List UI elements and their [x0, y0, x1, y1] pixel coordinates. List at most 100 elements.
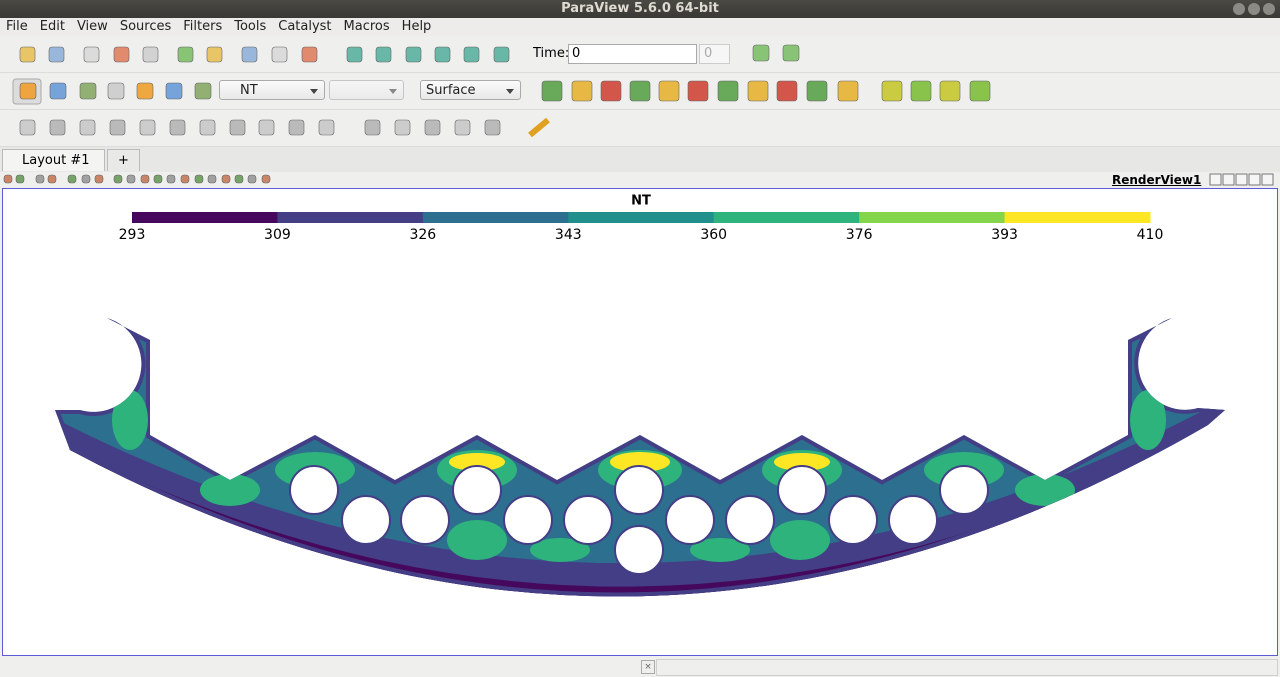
toolbar-button[interactable]	[221, 174, 231, 184]
menu-item[interactable]: Macros	[343, 19, 390, 34]
toolbar-button[interactable]	[207, 174, 217, 184]
toolbar-button[interactable]	[881, 80, 903, 102]
toolbar-button[interactable]	[717, 80, 739, 102]
toolbar-button[interactable]	[600, 80, 622, 102]
mesh-zone	[112, 390, 148, 450]
toolbar-button[interactable]	[301, 46, 318, 63]
toolbar-button[interactable]	[166, 174, 176, 184]
toolbar-button[interactable]	[194, 82, 212, 100]
toolbar-button[interactable]	[15, 174, 25, 184]
toolbar-button[interactable]	[19, 46, 36, 63]
time-input[interactable]: 0	[568, 44, 697, 64]
toolbar-button[interactable]	[194, 174, 204, 184]
add-tab[interactable]: +	[107, 149, 140, 171]
toolbar-button[interactable]	[424, 119, 441, 136]
toolbar-button[interactable]	[3, 174, 13, 184]
toolbar-button[interactable]	[199, 119, 216, 136]
toolbar-button[interactable]	[747, 80, 769, 102]
menu-item[interactable]: Sources	[119, 19, 172, 34]
toolbar-button[interactable]	[49, 119, 66, 136]
toolbar-button[interactable]	[35, 174, 45, 184]
toolbar-button[interactable]	[910, 80, 932, 102]
toolbar-button[interactable]	[837, 80, 859, 102]
toolbar-button[interactable]	[139, 119, 156, 136]
toolbar-button[interactable]	[541, 80, 563, 102]
toolbar-button[interactable]	[234, 174, 244, 184]
toolbar-button[interactable]	[776, 80, 798, 102]
toolbar-button[interactable]	[229, 119, 246, 136]
toolbar-button[interactable]	[94, 174, 104, 184]
status-close[interactable]: ×	[641, 660, 655, 674]
toolbar-button[interactable]	[782, 44, 800, 62]
toolbar-button[interactable]	[658, 80, 680, 102]
toolbar-button[interactable]	[136, 82, 154, 100]
toolbar-button[interactable]	[434, 46, 451, 63]
toolbar-button[interactable]	[206, 46, 223, 63]
menu-item[interactable]: Catalyst	[278, 19, 332, 34]
toolbar-button[interactable]	[49, 82, 67, 100]
toolbar-button[interactable]	[318, 119, 335, 136]
toolbar-button[interactable]	[463, 46, 480, 63]
menu-item[interactable]: Edit	[39, 19, 65, 34]
toolbar-button[interactable]	[67, 174, 77, 184]
toolbar-button[interactable]	[79, 82, 97, 100]
toolbar-button[interactable]	[247, 174, 257, 184]
component-combo[interactable]	[329, 80, 404, 100]
toolbar-button[interactable]	[806, 80, 828, 102]
toolbar-button[interactable]	[375, 46, 392, 63]
toolbar-button[interactable]	[142, 46, 159, 63]
toolbar-button[interactable]	[169, 119, 186, 136]
time-spinbox[interactable]: 0	[699, 44, 730, 64]
toolbar-button[interactable]	[752, 44, 770, 62]
menu-item[interactable]: File	[6, 19, 28, 34]
toolbar-button[interactable]	[109, 119, 126, 136]
toolbar-button[interactable]	[493, 46, 510, 63]
toolbar-button[interactable]	[346, 46, 363, 63]
toolbar-button[interactable]	[48, 46, 65, 63]
representation-combo[interactable]: Surface	[420, 80, 521, 100]
toolbar-button[interactable]	[81, 174, 91, 184]
toolbar-button[interactable]	[687, 80, 709, 102]
toolbar-button[interactable]	[177, 46, 194, 63]
view-frame-buttons[interactable]	[1209, 173, 1279, 187]
toolbar-button[interactable]	[47, 174, 57, 184]
toolbar-button[interactable]	[629, 80, 651, 102]
mesh-hole	[828, 495, 878, 545]
menu-item[interactable]: Tools	[234, 19, 267, 34]
toolbar-button[interactable]	[241, 46, 258, 63]
toolbar-button[interactable]	[113, 46, 130, 63]
mesh-hole	[400, 495, 450, 545]
toolbar-button[interactable]	[107, 82, 125, 100]
toolbar-button[interactable]	[288, 119, 305, 136]
menu-item[interactable]: Filters	[183, 19, 223, 34]
toolbar-button[interactable]	[484, 119, 501, 136]
toolbar-button[interactable]	[405, 46, 422, 63]
toolbar-button[interactable]	[258, 119, 275, 136]
array-combo[interactable]: NT	[219, 80, 325, 100]
toolbar-button[interactable]	[19, 119, 36, 136]
toolbar-button[interactable]	[113, 174, 123, 184]
toolbar-button[interactable]	[19, 82, 37, 100]
toolbar-button[interactable]	[571, 80, 593, 102]
toolbar-button[interactable]	[261, 174, 271, 184]
toolbar-button[interactable]	[79, 119, 96, 136]
toolbar-button[interactable]	[165, 82, 183, 100]
toolbar-button[interactable]	[271, 46, 288, 63]
mesh-zone	[200, 474, 260, 506]
toolbar-button[interactable]	[153, 174, 163, 184]
toolbar-button[interactable]	[140, 174, 150, 184]
toolbar-button[interactable]	[939, 80, 961, 102]
toolbar-button[interactable]	[454, 119, 471, 136]
layout-tab[interactable]: Layout #1	[2, 149, 105, 171]
toolbar-button[interactable]	[364, 119, 381, 136]
toolbar-button[interactable]	[126, 174, 136, 184]
toolbar-button[interactable]	[394, 119, 411, 136]
render-view[interactable]: NT 293 309 326 343 360 376 393 410	[2, 188, 1278, 656]
menu-item[interactable]: View	[76, 19, 108, 34]
toolbar-button[interactable]	[83, 46, 100, 63]
toolbar-button[interactable]	[969, 80, 991, 102]
window-buttons[interactable]	[1232, 2, 1276, 16]
menu-item[interactable]: Help	[401, 19, 432, 34]
toolbar-button[interactable]	[180, 174, 190, 184]
mesh-zone	[770, 520, 830, 560]
